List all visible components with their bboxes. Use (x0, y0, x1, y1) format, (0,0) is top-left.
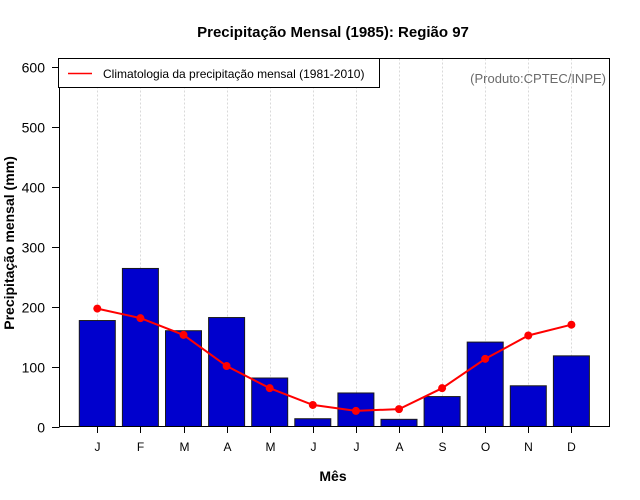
y-axis-title: Precipitação mensal (mm) (1, 156, 17, 330)
climatology-point (524, 331, 533, 340)
chart-title: Precipitação Mensal (1985): Região 97 (197, 24, 469, 41)
climatology-point (93, 304, 102, 313)
y-tick-label: 300 (22, 240, 46, 256)
bar-j-5 (294, 418, 332, 428)
bar-d-11 (552, 355, 590, 427)
legend: Climatologia da precipitação mensal (198… (58, 58, 380, 88)
bar-s-8 (423, 396, 461, 428)
x-tick-label: N (524, 440, 533, 454)
product-watermark: (Produto:CPTEC/INPE) (470, 71, 606, 86)
bar-m-2 (165, 330, 202, 428)
y-tick-label: 200 (22, 300, 46, 316)
x-tick-label: A (395, 440, 403, 454)
y-axis: 0 100 200 300 400 500 600 (22, 60, 60, 436)
legend-box (58, 58, 380, 88)
x-tick-label: D (567, 440, 576, 454)
y-tick-label: 400 (22, 180, 46, 196)
legend-label-climatology: Climatologia da precipitação mensal (198… (103, 67, 364, 81)
climatology-point (481, 354, 490, 363)
bar-f-1 (121, 267, 159, 427)
gridlines (97, 58, 572, 427)
climatology-point (265, 384, 274, 393)
climatology-point (308, 400, 317, 409)
bar-o-9 (466, 341, 504, 428)
bar-a-7 (380, 418, 418, 428)
climatology-point (179, 330, 188, 339)
x-tick-label: M (266, 440, 276, 454)
x-tick-label: S (438, 440, 446, 454)
y-tick-label: 0 (37, 420, 45, 436)
bar-j-0 (78, 320, 116, 428)
x-tick-label: O (481, 440, 490, 454)
y-tick-label: 100 (22, 360, 46, 376)
climatology-point (351, 406, 360, 415)
x-tick-label: M (180, 440, 190, 454)
climatology-polyline (97, 307, 572, 412)
bars (78, 267, 590, 428)
climatology-line (93, 304, 576, 415)
climatology-point (438, 384, 447, 393)
x-tick-label: A (223, 440, 231, 454)
climatology-point (136, 314, 145, 323)
x-tick-label: F (137, 440, 144, 454)
y-tick-label: 600 (22, 60, 46, 76)
x-tick-label: J (95, 440, 101, 454)
bar-n-10 (509, 385, 547, 428)
climatology-point (395, 405, 403, 414)
climatology-point (222, 362, 231, 371)
x-tick-label: J (311, 440, 317, 454)
climatology-point (567, 320, 576, 329)
x-axis-title: Mês (319, 468, 346, 484)
y-tick-label: 500 (22, 120, 46, 136)
x-tick-label: J (354, 440, 360, 454)
